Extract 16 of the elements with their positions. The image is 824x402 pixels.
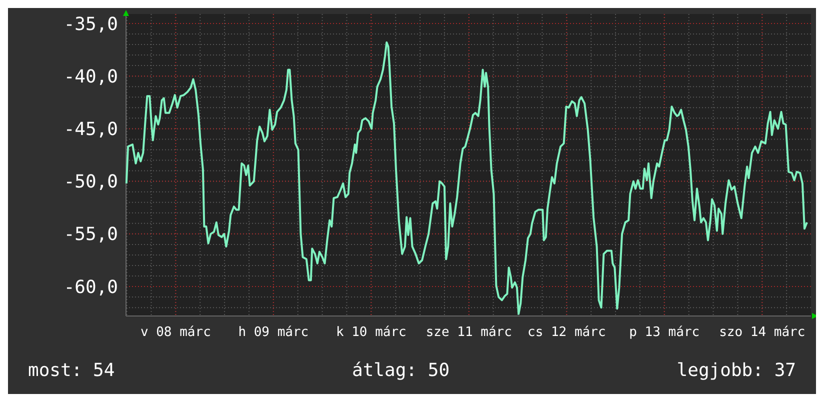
text: most: 54 (28, 360, 115, 381)
x-tick-label: szo 14 márc (719, 325, 806, 340)
y-tick-label: -55,0 (64, 224, 118, 246)
x-tick-label: h 09 márc (238, 325, 309, 340)
text: legjobb: 37 (676, 360, 796, 381)
x-tick-label: v 08 márc (140, 325, 211, 340)
x-tick-label: cs 12 márc (528, 325, 606, 340)
x-tick-label: sze 11 márc (426, 325, 512, 340)
y-tick-label: -40,0 (64, 66, 118, 88)
text: átlag: 50 (352, 360, 450, 381)
y-tick-label: -60,0 (64, 276, 118, 298)
y-tick-label: -35,0 (64, 14, 118, 35)
x-tick-label: k 10 márc (336, 325, 406, 340)
y-tick-label: -45,0 (64, 118, 118, 140)
x-tick-label: p 13 márc (629, 325, 700, 340)
y-tick-label: -50,0 (64, 172, 118, 193)
